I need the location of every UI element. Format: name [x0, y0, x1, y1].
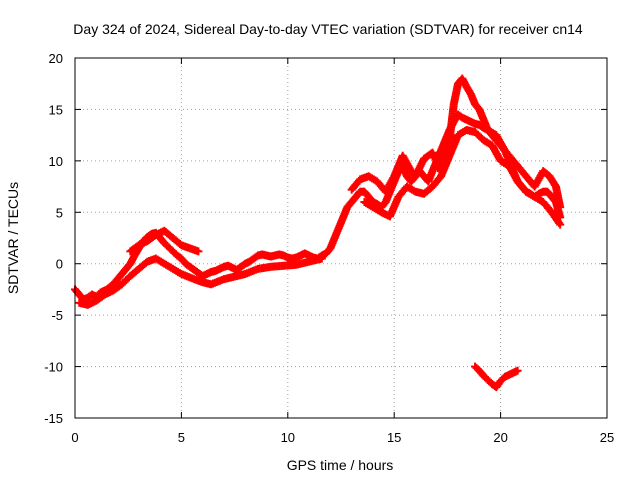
y-tick-label: -5: [51, 308, 63, 323]
data-point: [194, 247, 203, 256]
data-point: [513, 366, 522, 375]
y-tick-label: 0: [56, 257, 63, 272]
y-tick-label: 15: [49, 102, 63, 117]
plot-frame: [74, 57, 608, 419]
data-point: [317, 254, 326, 263]
x-tick-label: 5: [178, 430, 185, 445]
chart-title: Day 324 of 2024, Sidereal Day-to-day VTE…: [73, 21, 583, 37]
y-tick-label: -10: [44, 360, 63, 375]
y-tick-label: 20: [49, 51, 63, 66]
x-tick-label: 10: [281, 430, 295, 445]
x-axis-ticks: 0 5 10 15 20 25: [71, 58, 614, 445]
y-tick-label: -15: [44, 411, 63, 426]
data-point: [556, 203, 565, 212]
x-tick-label: 25: [600, 430, 614, 445]
x-axis-label: GPS time / hours: [287, 457, 394, 473]
y-axis-ticks: -15 -10 -5 0 5 10 15 20: [44, 51, 607, 426]
data-point: [556, 220, 565, 229]
x-tick-label: 15: [387, 430, 401, 445]
y-axis-label: SDTVAR / TECUs: [5, 182, 21, 294]
y-tick-label: 10: [49, 154, 63, 169]
data-points: [71, 74, 565, 392]
y-tick-label: 5: [56, 205, 63, 220]
x-tick-label: 0: [71, 430, 78, 445]
x-tick-label: 20: [493, 430, 507, 445]
